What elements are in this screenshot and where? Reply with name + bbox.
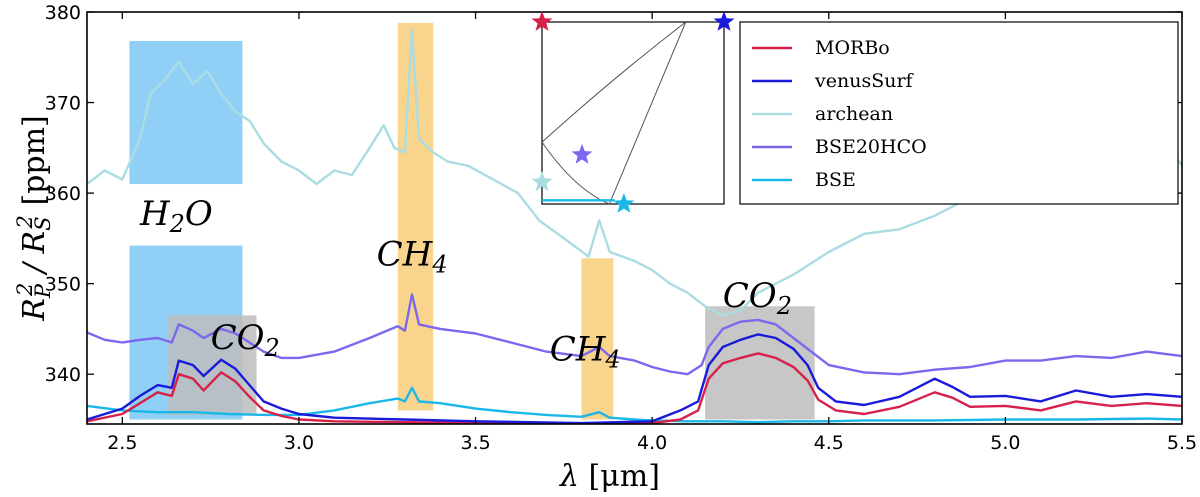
y-tick-label: 370: [45, 93, 81, 115]
x-axis-label: λ [μm]: [559, 459, 660, 494]
plot-frame: [86, 11, 1183, 425]
axis-ticks: 2.5 3.0 3.5 4.0 4.5 5.0 5.5 340 350 360 370 380: [45, 2, 1197, 454]
ch4-label-2: CH4: [550, 330, 621, 374]
x-tick-label: 4.5: [814, 432, 844, 454]
x-tick-label: 2.5: [107, 432, 137, 454]
legend-label-morbo: MORBo: [815, 37, 890, 59]
y-tick-label: 360: [45, 183, 81, 205]
co2-label-1: CO2: [211, 318, 280, 362]
y-axis-label: RP2 / RS2 [ppm]: [13, 115, 55, 321]
band-labels: H2O CH4 CH4 CO2 CO2: [139, 194, 792, 374]
inset-frame: [541, 21, 725, 205]
ch4-band-2: [581, 258, 614, 420]
legend: MORBo venusSurf archean BSE20HCO BSE: [739, 21, 1179, 205]
series-line-morbo: [87, 352, 1182, 424]
y-tick-label: 380: [45, 2, 81, 24]
co2-label-2: CO2: [723, 276, 792, 320]
ch4-label-1: CH4: [377, 235, 448, 279]
x-tick-label: 3.5: [460, 432, 490, 454]
legend-box: [739, 21, 1179, 205]
h2o-label: H2O: [139, 194, 213, 238]
absorption-bands: [129, 22, 815, 420]
series-line-bse20hco: [87, 293, 1182, 376]
legend-label-bse20hco: BSE20HCO: [815, 136, 927, 158]
legend-label-bse: BSE: [815, 169, 856, 191]
x-tick-label: 3.0: [284, 432, 314, 454]
x-tick-label: 5.5: [1167, 432, 1197, 454]
inset-star-venussurf: [713, 11, 735, 31]
inset-star-archean: [531, 171, 553, 192]
x-tick-label: 5.0: [990, 432, 1020, 454]
y-tick-label: 340: [45, 364, 81, 386]
inset-star-morbo: [531, 11, 553, 31]
y-tick-label: 350: [45, 274, 81, 296]
inset-star-bse: [613, 193, 635, 213]
x-tick-label: 4.0: [637, 432, 667, 454]
h2o-band-upper: [129, 40, 243, 185]
inset-ternary-diagram: [531, 11, 735, 213]
inset-region-outline: [541, 20, 687, 205]
series-line-archean: [87, 28, 1182, 317]
inset-markers: [531, 11, 735, 213]
inset-star-bse20hco: [571, 143, 593, 164]
series-lines: [87, 28, 1182, 424]
legend-label-archean: archean: [815, 103, 893, 125]
legend-label-venussurf: venusSurf: [814, 70, 915, 92]
series-line-venussurf: [87, 333, 1182, 424]
inset-ternary-outline: [541, 20, 687, 205]
co2-band-1: [168, 315, 257, 415]
